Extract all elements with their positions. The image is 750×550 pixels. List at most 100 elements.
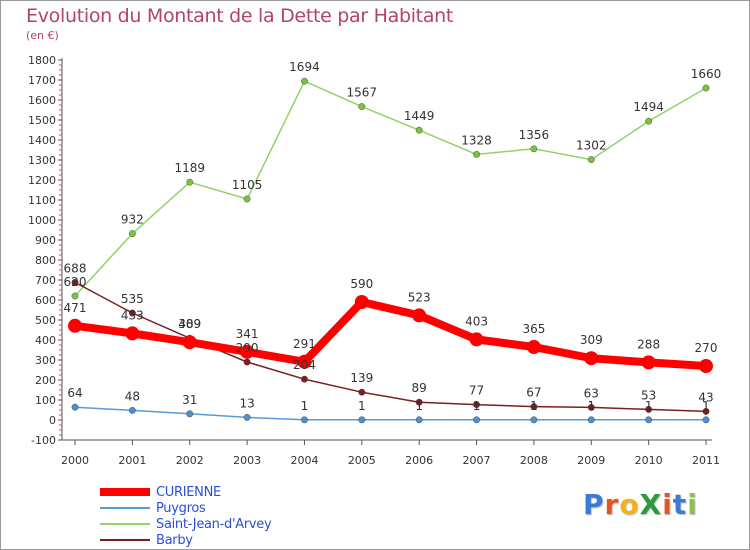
data-label-puygros: 48 (125, 389, 140, 403)
data-point-curienne (182, 335, 197, 350)
data-label-puygros: 1 (358, 399, 366, 413)
data-point-curienne (526, 340, 541, 354)
data-label-barby: 688 (64, 261, 87, 275)
y-tick-label: 1000 (28, 214, 56, 227)
data-label-curienne: 270 (695, 341, 718, 355)
y-tick-label: 600 (35, 294, 56, 307)
legend-swatch (100, 507, 150, 509)
data-point-curienne (641, 355, 656, 370)
y-tick-label: -100 (31, 434, 56, 447)
data-label-curienne: 590 (350, 277, 373, 291)
y-tick-label: 1700 (28, 74, 56, 87)
data-point-barby (243, 358, 251, 366)
x-tick-label: 2003 (233, 454, 261, 467)
data-point-barby (128, 309, 136, 317)
legend-item: Saint-Jean-d'Arvey (100, 516, 272, 532)
y-tick-label: 200 (35, 374, 56, 387)
data-label-saint-jean-d-arvey: 1189 (174, 161, 205, 175)
data-point-puygros (128, 406, 136, 414)
data-point-barby (301, 375, 308, 383)
data-point-saint-jean-d-arvey (358, 103, 366, 111)
data-label-puygros: 1 (473, 399, 481, 413)
logo-letter: r (604, 488, 620, 521)
data-point-curienne (469, 332, 484, 347)
data-point-barby (587, 403, 595, 411)
data-label-curienne: 389 (178, 317, 201, 331)
legend-label: Puygros (156, 500, 206, 516)
legend-label: Saint-Jean-d'Arvey (156, 516, 272, 532)
data-point-barby (358, 388, 366, 396)
y-tick-label: 900 (35, 234, 56, 247)
data-label-puygros: 1 (587, 399, 595, 413)
data-label-barby: 409 (178, 317, 201, 331)
legend-label: CURIENNE (156, 484, 221, 500)
data-point-puygros (71, 403, 79, 411)
chart-title: Evolution du Montant de la Dette par Hab… (26, 5, 454, 27)
data-label-barby: 204 (293, 358, 316, 372)
data-point-puygros (243, 413, 251, 421)
logo-letter: o (619, 488, 640, 521)
logo-letter: i (662, 488, 673, 521)
data-label-curienne: 365 (522, 322, 545, 336)
data-label-saint-jean-d-arvey: 1494 (633, 100, 664, 114)
x-tick-label: 2007 (463, 454, 491, 467)
data-point-curienne (68, 318, 82, 333)
data-label-puygros: 1 (301, 399, 309, 413)
data-label-saint-jean-d-arvey: 1449 (404, 109, 435, 123)
data-point-puygros (301, 416, 308, 424)
data-label-curienne: 291 (293, 337, 316, 351)
data-point-saint-jean-d-arvey (186, 178, 194, 186)
data-point-puygros (415, 416, 423, 424)
data-label-barby: 63 (584, 386, 599, 400)
data-label-curienne: 288 (637, 337, 660, 351)
y-tick-label: 1800 (28, 54, 56, 67)
data-point-barby (702, 407, 710, 415)
y-tick-label: 400 (35, 334, 56, 347)
data-label-barby: 139 (350, 371, 373, 385)
y-tick-label: 1200 (28, 174, 56, 187)
series-line-puygros (74, 406, 706, 421)
logo-letter: X (639, 488, 663, 521)
y-tick-label: 0 (49, 414, 56, 427)
data-point-barby (71, 278, 79, 286)
data-label-curienne: 523 (408, 290, 431, 304)
data-label-barby: 290 (236, 341, 259, 355)
y-tick-label: 1500 (28, 114, 56, 127)
unit-label: (en €) (26, 29, 59, 42)
data-label-puygros: 13 (239, 396, 254, 410)
data-point-curienne (240, 344, 255, 359)
data-label-saint-jean-d-arvey: 1356 (519, 128, 550, 142)
data-label-barby: 89 (412, 381, 427, 395)
data-label-barby: 535 (121, 292, 144, 306)
data-point-puygros (473, 416, 480, 424)
y-tick-label: 100 (35, 394, 56, 407)
data-label-saint-jean-d-arvey: 932 (121, 213, 144, 227)
x-tick-label: 2002 (176, 454, 204, 467)
data-point-barby (473, 401, 480, 408)
data-label-curienne: 471 (64, 301, 87, 315)
data-label-barby: 43 (698, 390, 713, 404)
x-tick-label: 2000 (61, 454, 89, 467)
x-tick-label: 2006 (405, 454, 433, 467)
data-label-saint-jean-d-arvey: 620 (64, 275, 87, 289)
data-point-barby (415, 398, 423, 406)
data-label-saint-jean-d-arvey: 1328 (461, 133, 492, 147)
legend-item: Puygros (100, 500, 271, 516)
data-point-puygros (702, 416, 710, 424)
data-point-curienne (584, 351, 599, 366)
y-tick-label: 1400 (28, 134, 56, 147)
legend-item: CURIENNE (100, 484, 271, 500)
data-label-curienne: 341 (236, 327, 259, 341)
data-point-saint-jean-d-arvey (587, 156, 595, 164)
data-label-curienne: 433 (121, 308, 144, 322)
data-label-puygros: 31 (182, 393, 197, 407)
legend-swatch (100, 539, 150, 541)
data-label-barby: 53 (641, 388, 656, 402)
data-label-puygros: 1 (645, 399, 653, 413)
x-tick-label: 2001 (118, 454, 146, 467)
data-point-curienne (412, 308, 427, 323)
legend-item: Barby (100, 532, 271, 548)
data-point-curienne (125, 326, 140, 341)
data-point-puygros (358, 416, 366, 424)
